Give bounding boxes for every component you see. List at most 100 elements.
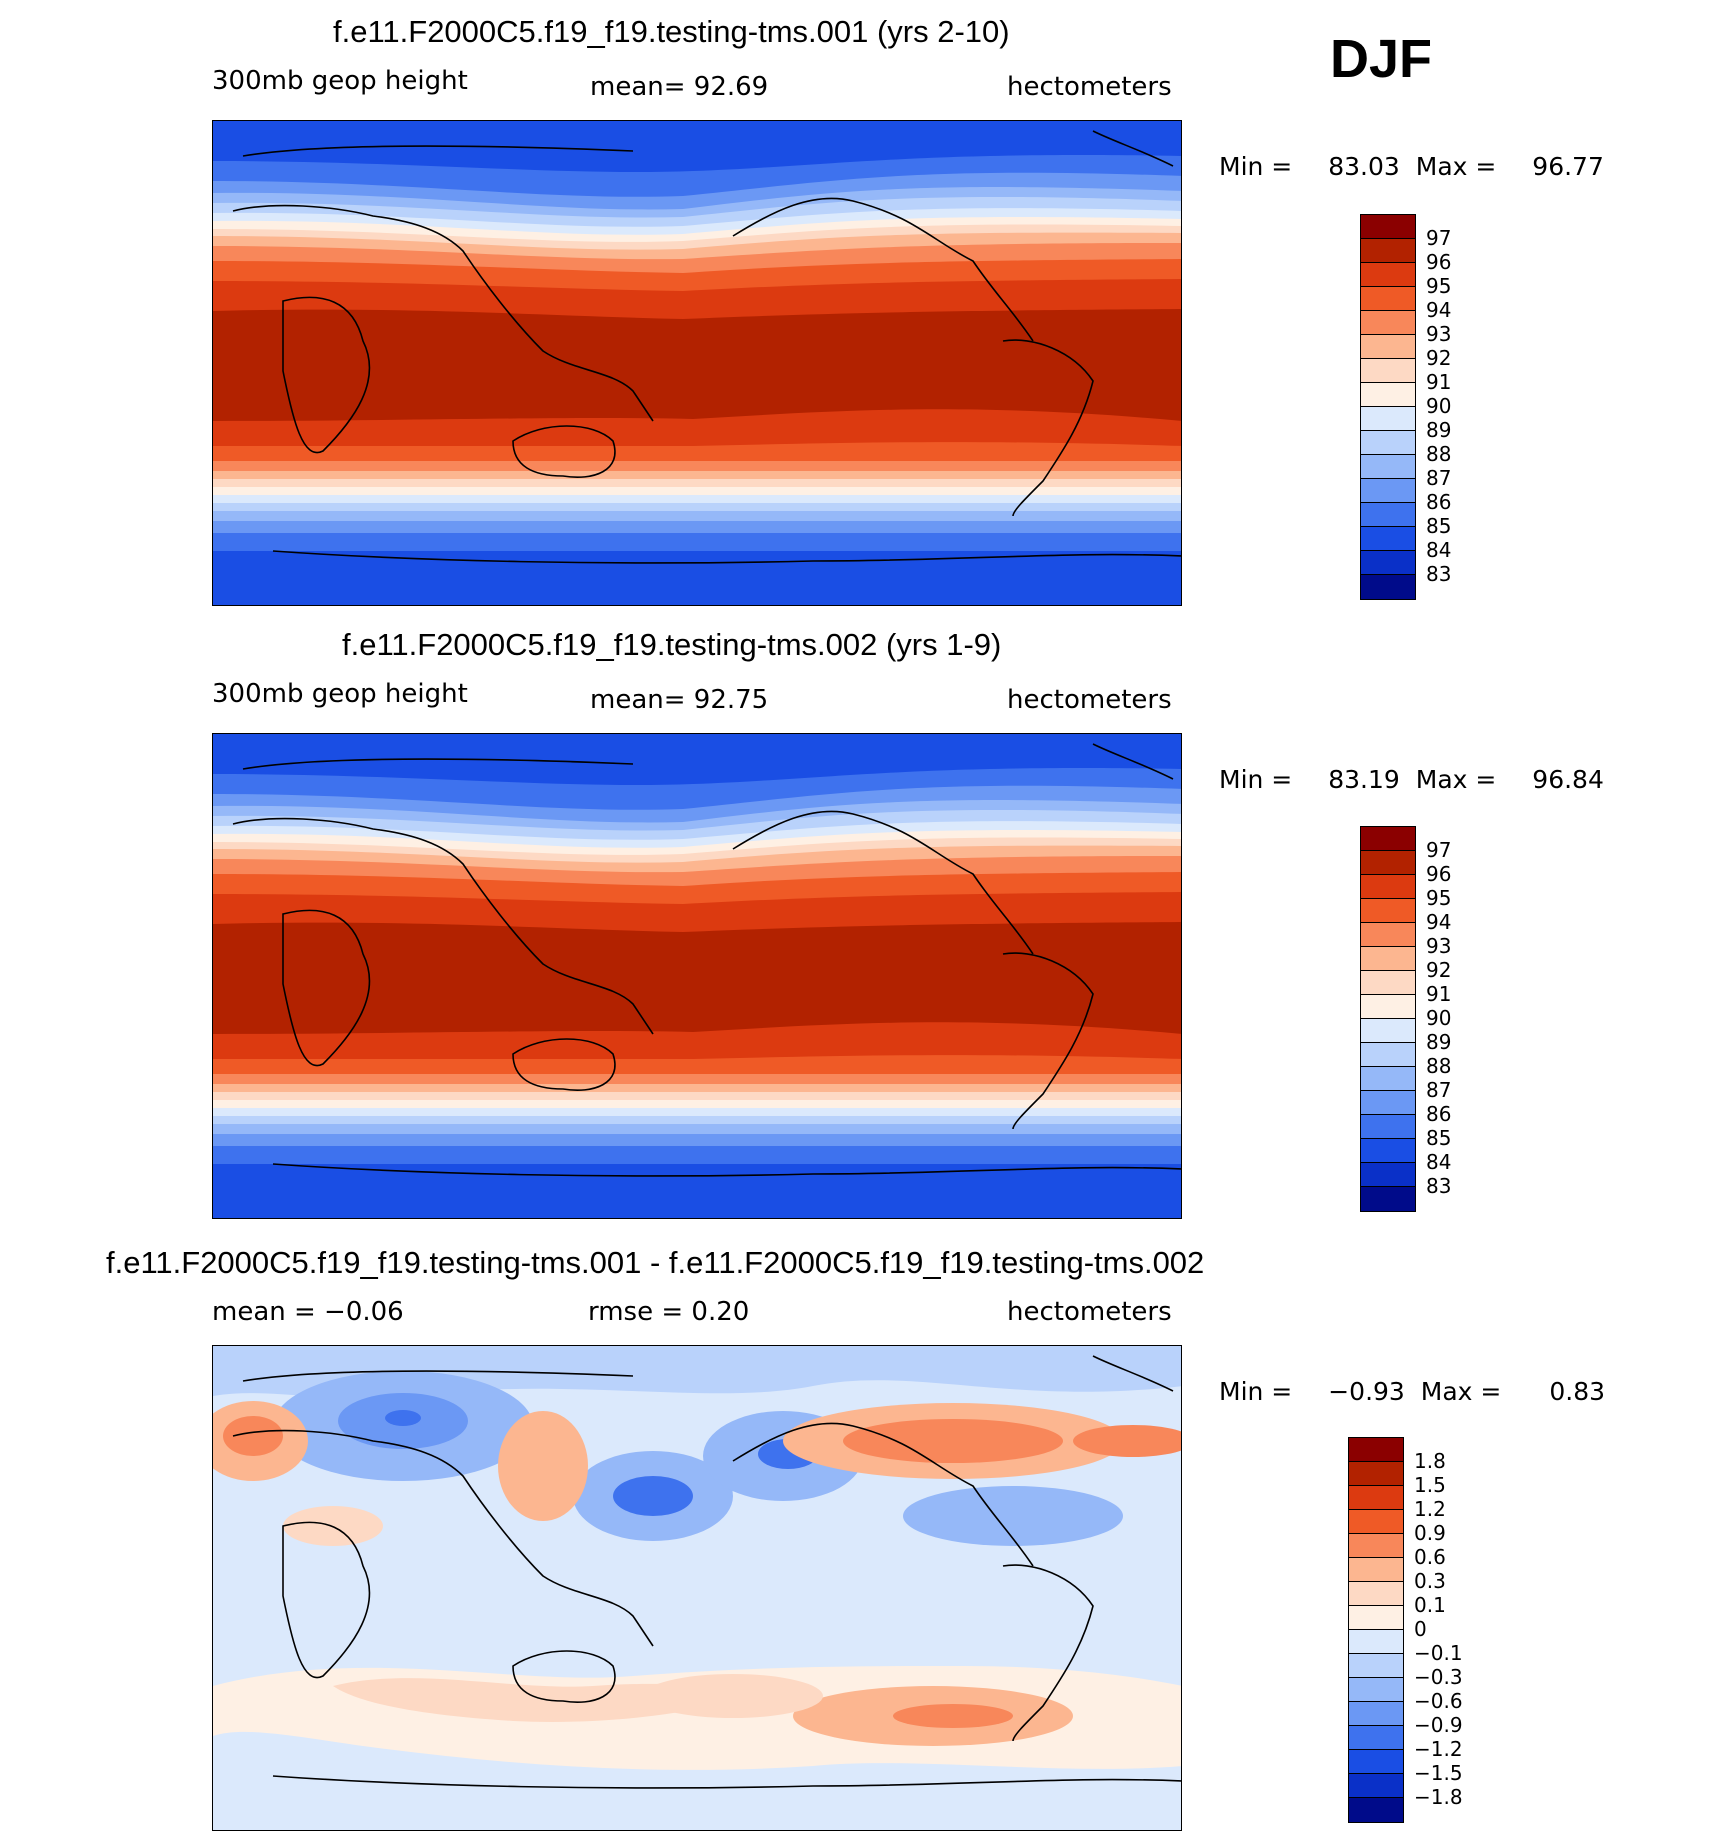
colorbar-swatch [1360,850,1416,876]
panel-1-map [212,120,1182,606]
colorbar-label: 85 [1426,514,1452,538]
panel-2-units-label: hectometers [1007,685,1172,715]
colorbar-label: 0 [1414,1617,1427,1641]
panel-3-map-plot [213,1346,1181,1830]
colorbar-label: −0.6 [1414,1689,1463,1713]
panel-2-map [212,733,1182,1219]
colorbar-label: 1.2 [1414,1497,1446,1521]
colorbar-label: 94 [1426,298,1452,322]
panel-2-max-label: Max = [1415,765,1497,794]
panel-2-min-max: Min = 83.19 Max = 96.84 [1219,765,1604,794]
colorbar-label: 96 [1426,250,1452,274]
colorbar-swatch [1360,946,1416,972]
colorbar-label: 0.9 [1414,1521,1446,1545]
colorbar-swatch [1348,1677,1404,1703]
colorbar-label: 97 [1426,838,1452,862]
colorbar-swatch [1348,1629,1404,1655]
season-label: DJF [1330,29,1433,89]
panel-3-units-label: hectometers [1007,1297,1172,1327]
colorbar-swatch [1360,478,1416,504]
colorbar-swatch [1348,1557,1404,1583]
colorbar-label: 96 [1426,862,1452,886]
colorbar-swatch [1348,1725,1404,1751]
colorbar-swatch [1360,334,1416,360]
panel-1-min-label: Min = [1219,152,1293,181]
colorbar-swatch [1348,1701,1404,1727]
colorbar-label: 91 [1426,982,1452,1006]
colorbar-label: 93 [1426,934,1452,958]
colorbar-swatch [1360,358,1416,384]
panel-1-max-label: Max = [1415,152,1497,181]
colorbar-swatch [1360,430,1416,456]
colorbar-swatch [1360,1138,1416,1164]
colorbar-swatch [1348,1653,1404,1679]
colorbar-swatch [1360,898,1416,924]
panel-2-min-value: 83.19 [1328,765,1400,794]
colorbar-swatch [1360,1042,1416,1068]
panel-1-mean-label: mean= 92.69 [590,72,769,102]
colorbar-label: 93 [1426,322,1452,346]
panel-3-rmse-label: rmse = 0.20 [588,1297,750,1327]
colorbar-swatch [1360,922,1416,948]
colorbar-swatch [1360,1114,1416,1140]
colorbar-swatch [1360,526,1416,552]
colorbar-swatch [1348,1485,1404,1511]
colorbar-label: 89 [1426,418,1452,442]
colorbar-label: 95 [1426,886,1452,910]
colorbar-label: 85 [1426,1126,1452,1150]
colorbar-swatch [1360,1090,1416,1116]
colorbar-label: 88 [1426,1054,1452,1078]
colorbar-label: 83 [1426,562,1452,586]
colorbar-label: −1.8 [1414,1785,1463,1809]
colorbar-label: 89 [1426,1030,1452,1054]
colorbar-label: 1.8 [1414,1449,1446,1473]
colorbar-label: 0.3 [1414,1569,1446,1593]
panel-1-variable-label: 300mb geop height [212,66,468,96]
colorbar-swatch [1360,1162,1416,1188]
colorbar-swatch [1360,382,1416,408]
panel-3-max-label: Max = [1420,1377,1502,1406]
colorbar-label: 92 [1426,346,1452,370]
colorbar-swatch [1348,1605,1404,1631]
panel-3-min-max: Min = −0.93 Max = 0.83 [1219,1377,1605,1406]
colorbar-swatch [1360,502,1416,528]
colorbar-swatch [1360,1186,1416,1212]
panel-2-mean-label: mean= 92.75 [590,685,769,715]
panel-1-min-value: 83.03 [1328,152,1400,181]
panel-2-map-plot [213,734,1181,1218]
panel-1-title: f.e11.F2000C5.f19_f19.testing-tms.001 (y… [333,14,1010,49]
colorbar-label: 90 [1426,394,1452,418]
colorbar-label: −1.2 [1414,1737,1463,1761]
colorbar-label: 88 [1426,442,1452,466]
colorbar-label: 95 [1426,274,1452,298]
panel-2-title: f.e11.F2000C5.f19_f19.testing-tms.002 (y… [342,627,1002,662]
panel-1-units-label: hectometers [1007,72,1172,102]
colorbar-swatch [1348,1581,1404,1607]
colorbar-swatch [1360,214,1416,240]
panel-3-map [212,1345,1182,1831]
colorbar-label: 0.6 [1414,1545,1446,1569]
panel-2-variable-label: 300mb geop height [212,679,468,709]
colorbar-swatch [1348,1773,1404,1799]
colorbar-swatch [1360,1018,1416,1044]
colorbar-label: −1.5 [1414,1761,1463,1785]
colorbar-label: 94 [1426,910,1452,934]
colorbar-label: 92 [1426,958,1452,982]
panel-1-min-max: Min = 83.03 Max = 96.77 [1219,152,1604,181]
colorbar-label: −0.3 [1414,1665,1463,1689]
colorbar-swatch [1360,826,1416,852]
colorbar-swatch [1348,1797,1404,1823]
colorbar-swatch [1348,1509,1404,1535]
colorbar-label: −0.9 [1414,1713,1463,1737]
colorbar-label: 86 [1426,1102,1452,1126]
panel-2-max-value: 96.84 [1532,765,1604,794]
colorbar-label: 84 [1426,1150,1452,1174]
colorbar-swatch [1360,262,1416,288]
colorbar-label: 83 [1426,1174,1452,1198]
colorbar-label: 91 [1426,370,1452,394]
colorbar-swatch [1348,1461,1404,1487]
colorbar-label: 86 [1426,490,1452,514]
panel-3-min-value: −0.93 [1328,1377,1405,1406]
panel-3-max-value: 0.83 [1549,1377,1606,1406]
colorbar-label: 0.1 [1414,1593,1446,1617]
